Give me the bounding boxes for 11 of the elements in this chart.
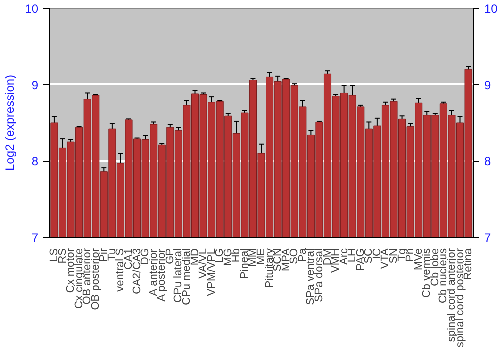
y2-tick-label: 10	[484, 2, 498, 16]
y-tick-label: 9	[32, 78, 39, 92]
x-tick-label: A posterior	[156, 248, 168, 302]
y2-tick-label: 8	[484, 154, 492, 169]
y-tick-label: 8	[32, 154, 39, 169]
y-axis-title: Log2 (expression)	[3, 74, 18, 172]
y2-tick-label: 9	[484, 78, 492, 92]
y-tick-label: 10	[25, 2, 39, 16]
x-tick-label: Tg	[396, 248, 408, 262]
y2-tick-label: 7	[484, 231, 492, 245]
y-tick-label: 7	[32, 231, 39, 245]
